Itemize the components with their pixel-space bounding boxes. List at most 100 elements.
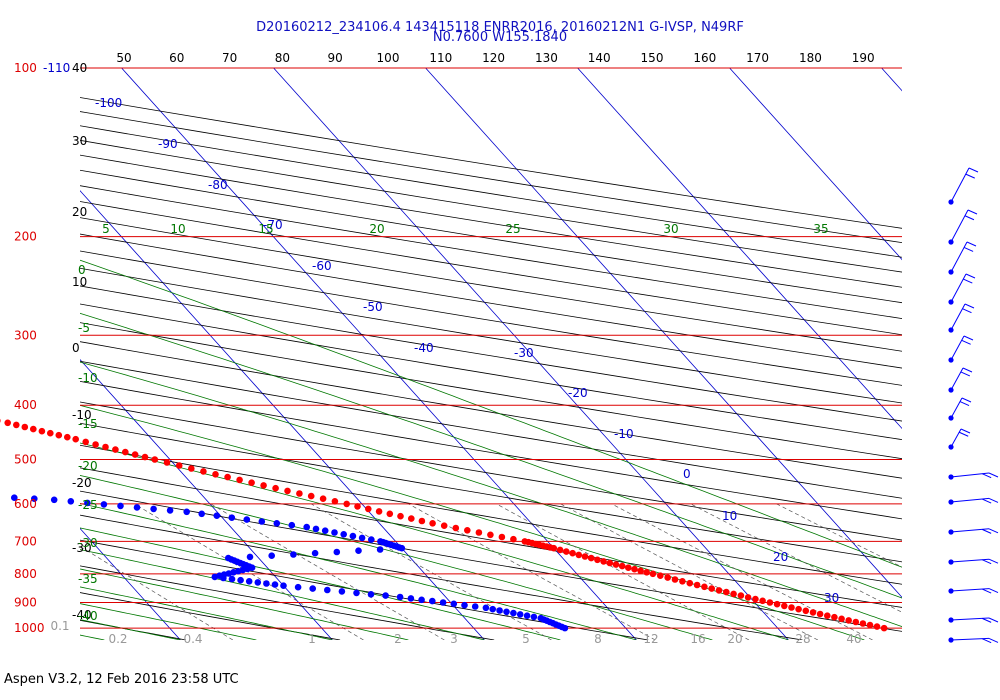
wind-barb-flag (981, 528, 992, 534)
dewpoint-point (100, 501, 108, 508)
wind-barb-staff (950, 335, 965, 361)
dewpoint-point (273, 520, 281, 527)
temperature-point (141, 453, 149, 461)
dry-adiabat-line (80, 250, 902, 386)
theta-label-80: 80 (275, 51, 290, 65)
moist-adiabat-line (80, 404, 865, 640)
dewpoint-point (254, 579, 262, 586)
isotherm-label--30: -30 (514, 346, 534, 360)
temperature-point (802, 607, 810, 615)
wind-barb-flag (988, 528, 999, 534)
temperature-point (766, 599, 774, 606)
wind-barb-flag (966, 241, 977, 247)
moist-label-left-0: 0 (78, 263, 86, 277)
wind-barb-flag (988, 588, 999, 594)
mixing-ratio-line (311, 503, 552, 640)
pressure-label-600: 600 (14, 497, 37, 511)
isotherm-label--100: -100 (95, 96, 122, 110)
wind-barb-staff (950, 428, 962, 448)
isotherm-label--60: -60 (312, 259, 332, 273)
header-line-2: N0.7600 W155.1840 (432, 30, 568, 45)
moist-adiabat-line (80, 568, 409, 640)
temperature-point (752, 595, 759, 603)
dewpoint-point (561, 624, 569, 632)
dry-adiabat-line (80, 539, 649, 640)
moist-adiabat-line (80, 259, 902, 568)
theta-label-160: 160 (693, 51, 716, 65)
dewpoint-point (407, 595, 415, 602)
temperature-point (631, 565, 638, 573)
temperature-point (452, 524, 460, 532)
temperature-point (618, 562, 626, 570)
pressure-label-200: 200 (14, 230, 37, 244)
moist-adiabat-line (80, 503, 637, 640)
wind-barb-flag (959, 401, 970, 407)
moist-label-left--35: -35 (78, 572, 98, 586)
temperature-point (151, 456, 159, 463)
dewpoint-point (133, 504, 141, 511)
dewpoint-point (396, 593, 404, 601)
dewpoint-point (516, 611, 524, 618)
wind-barb-flag (968, 167, 979, 173)
wind-barb-flag (981, 559, 992, 565)
wind-barb (948, 335, 974, 363)
dewpoint-point (398, 544, 406, 552)
dewpoint-point (496, 607, 503, 614)
wind-barb (948, 637, 999, 644)
temp-label--20: -20 (72, 476, 92, 490)
mixing-ratio-line (408, 503, 656, 640)
wind-barb-flag (960, 371, 971, 377)
dewpoint-point (382, 592, 389, 599)
mixing-ratio-label-5: 5 (522, 632, 530, 646)
pressure-label-100: 100 (14, 61, 37, 75)
pressure-label-500: 500 (14, 453, 37, 467)
wind-barb-flag (963, 335, 974, 341)
dewpoint-point (324, 586, 331, 594)
mixing-ratio-label-20: 20 (727, 632, 742, 646)
dry-adiabat-line (80, 267, 902, 404)
moist-adiabat-line (80, 475, 713, 640)
wind-barb-flag (981, 473, 992, 479)
moist-adiabat-line (80, 549, 485, 640)
wind-barb-flag (988, 637, 999, 643)
dewpoint-point (450, 600, 458, 608)
temperature-point (343, 500, 351, 508)
dewpoint-point (213, 512, 221, 519)
temperature-point (600, 558, 607, 565)
temp-label-40: 40 (72, 61, 87, 75)
mixing-ratio-label-16: 16 (690, 632, 705, 646)
temperature-point (845, 617, 852, 624)
temperature-point (759, 597, 766, 605)
temperature-point (12, 421, 20, 429)
dewpoint-point (294, 583, 302, 591)
mixing-ratio-label-40: 40 (846, 632, 861, 646)
moist-label-top-25: 25 (505, 222, 520, 236)
moist-label-left--20: -20 (78, 459, 98, 473)
temperature-point (429, 520, 436, 527)
isotherm-line (881, 68, 902, 92)
temperature-point (563, 548, 570, 555)
dewpoint-point (246, 553, 254, 561)
temperature-point (354, 503, 361, 510)
dewpoint-point (353, 589, 360, 597)
mixing-ratio-label-1: 1 (308, 632, 316, 646)
temperature-point (475, 529, 483, 536)
dry-adiabat-line (80, 341, 902, 479)
temperature-point (773, 600, 781, 608)
wind-barb (948, 273, 976, 305)
temperature-point (671, 576, 679, 583)
temperature-point (4, 419, 11, 427)
dewpoint-point (321, 527, 329, 534)
temperature-point (248, 479, 255, 487)
temperature-point (612, 561, 620, 568)
temperature-point (64, 433, 71, 441)
temperature-point (708, 585, 715, 592)
temperature-point (82, 438, 89, 446)
dry-adiabat-line (80, 401, 902, 541)
temperature-point (0, 418, 1, 423)
temperature-point (686, 579, 694, 587)
dry-adiabat-line (80, 444, 902, 585)
dewpoint-point (331, 529, 338, 536)
theta-label-120: 120 (482, 51, 505, 65)
temperature-point (397, 512, 404, 520)
